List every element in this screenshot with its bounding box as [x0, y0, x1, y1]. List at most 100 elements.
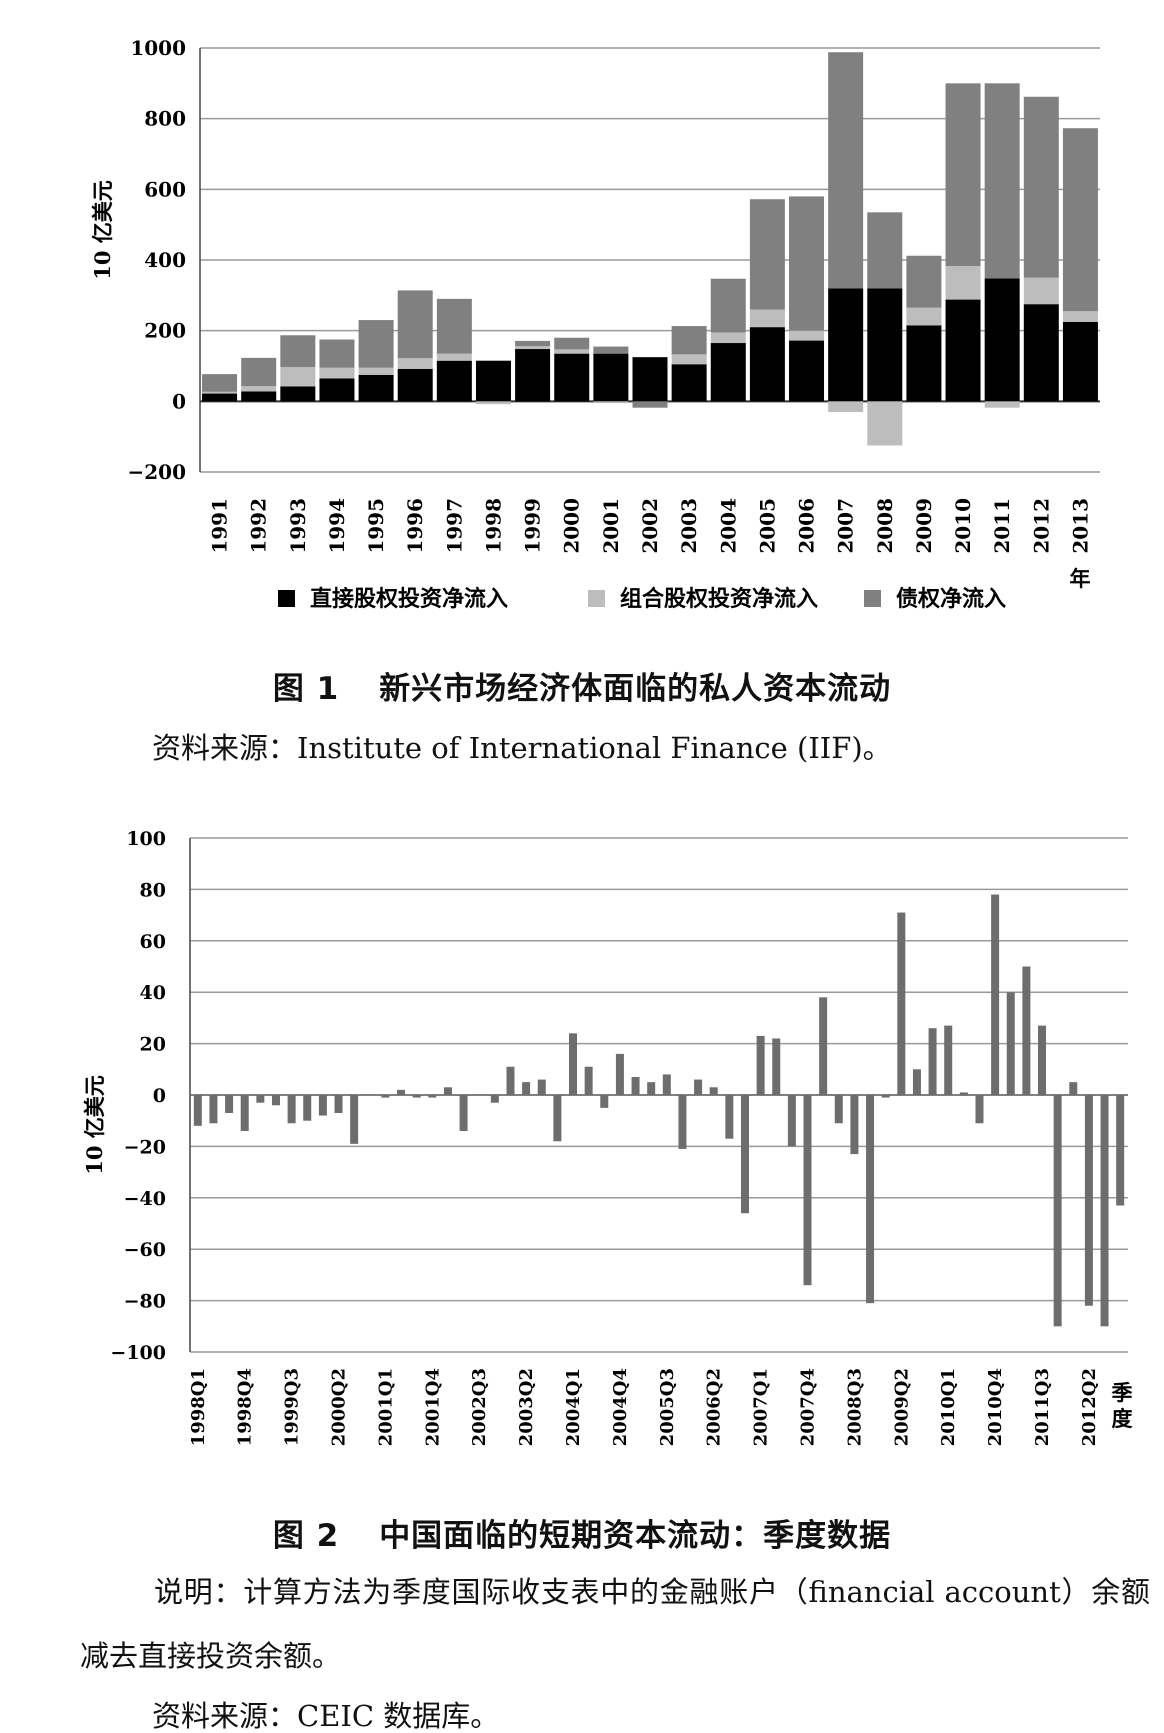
- bar-2012-series-1: [1023, 277, 1059, 305]
- x-tick-label: 2011: [990, 498, 1014, 554]
- y-tick-label: 800: [144, 107, 186, 131]
- bar-2008Q4: [866, 1095, 875, 1304]
- bar-2001-series-0: [593, 353, 629, 402]
- bar-1998-series-1: [475, 401, 511, 405]
- bar-1998Q3: [225, 1095, 234, 1113]
- bar-2012Q1: [1069, 1082, 1078, 1095]
- x-tick-label: 1991: [208, 498, 232, 554]
- bar-2004Q4: [615, 1053, 624, 1095]
- bar-2012-series-2: [1023, 96, 1059, 278]
- bar-1993-series-0: [280, 386, 316, 402]
- bar-1991-series-1: [202, 391, 238, 394]
- bar-2006Q4: [740, 1095, 749, 1214]
- bar-2006Q3: [725, 1095, 734, 1139]
- bar-2012Q3: [1100, 1095, 1109, 1327]
- x-tick-label: 2001: [599, 498, 623, 554]
- x-tick-label: 1997: [442, 498, 466, 554]
- y-tick-label: −200: [127, 460, 186, 484]
- figure-1-caption: 图 1 新兴市场经济体面临的私人资本流动: [0, 663, 1164, 708]
- legend-swatch-2: [864, 590, 881, 607]
- bar-2002Q2: [459, 1095, 468, 1131]
- y-tick-label: −60: [124, 1239, 166, 1261]
- y-tick-label: 100: [126, 828, 166, 850]
- bar-2010Q2: [959, 1092, 968, 1095]
- bar-1997-series-0: [436, 360, 472, 402]
- x-tick-label: 2007Q1: [751, 1368, 772, 1446]
- bar-1995-series-1: [358, 367, 394, 375]
- x-tick-label: 2002: [638, 498, 662, 554]
- bar-2005Q2: [647, 1082, 656, 1095]
- figure-2-source: 资料来源：CEIC 数据库。: [152, 1699, 500, 1733]
- x-tick-label: 1999: [521, 498, 545, 554]
- bar-2007Q3: [787, 1095, 796, 1147]
- x-tick-label: 2004: [716, 498, 740, 554]
- y-tick-label: −40: [124, 1188, 166, 1210]
- bar-2003Q1: [506, 1066, 515, 1095]
- bar-2005Q4: [678, 1095, 687, 1149]
- figure-1-title: 新兴市场经济体面临的私人资本流动: [379, 671, 892, 707]
- figure-1-source: 资料来源：Institute of International Finance …: [152, 731, 892, 765]
- bar-2006Q2: [709, 1087, 718, 1095]
- bar-1996-series-1: [397, 358, 433, 369]
- bar-2010-series-0: [945, 299, 981, 402]
- bar-2008-series-0: [867, 288, 903, 402]
- legend-swatch-1: [588, 590, 605, 607]
- bar-1994-series-2: [319, 339, 355, 368]
- y-tick-label: −20: [124, 1136, 166, 1158]
- bar-1991-series-2: [202, 374, 238, 392]
- bar-2008Q2: [834, 1095, 843, 1124]
- figure-2-number: 图 2: [272, 1518, 340, 1554]
- bar-2012Q4: [1116, 1095, 1125, 1206]
- bar-2004Q2: [584, 1066, 593, 1095]
- x-tick-label: 1996: [403, 498, 427, 554]
- x-tick-label: 1993: [286, 498, 310, 554]
- x-tick-label: 2001Q1: [375, 1368, 396, 1446]
- y-tick-label: −80: [124, 1291, 166, 1313]
- bar-2010-series-1: [945, 266, 981, 300]
- bar-2003-series-1: [671, 354, 707, 365]
- x-tick-label: 2010Q4: [985, 1368, 1006, 1446]
- bar-2002Q1: [443, 1087, 452, 1095]
- bar-2000Q1: [318, 1095, 327, 1116]
- bar-2009-series-2: [906, 255, 942, 308]
- bar-2013-series-2: [1062, 128, 1098, 312]
- y-tick-label: 0: [172, 389, 186, 413]
- chart-china-short-term-capital-flows: −100 −80 −60 −40 −20 0 20 40 60 80 100 1998Q1 1998Q4…: [82, 828, 1133, 1446]
- y-tick-label: 400: [144, 248, 186, 272]
- x-tick-label: 2012: [1029, 498, 1053, 554]
- x-tick-label: 2004Q4: [610, 1368, 631, 1446]
- bar-2004-series-0: [710, 343, 746, 402]
- bar-2006-series-1: [789, 330, 825, 341]
- x-tick-label: 2006: [795, 498, 819, 554]
- bar-1994-series-1: [319, 367, 355, 379]
- bar-1998Q4: [240, 1095, 249, 1131]
- bar-2000Q3: [350, 1095, 359, 1144]
- bar-2009Q2: [897, 912, 906, 1095]
- bar-2001Q4: [428, 1095, 437, 1098]
- bar-2003-series-2: [671, 326, 707, 355]
- bar-1998Q2: [209, 1095, 218, 1124]
- bar-2009-series-0: [906, 325, 942, 402]
- bar-2013-series-1: [1062, 311, 1098, 322]
- y-tick-label: 20: [140, 1034, 166, 1056]
- bar-2001Q3: [412, 1095, 421, 1098]
- bar-2007-series-1: [828, 401, 864, 412]
- x-tick-label: 2008: [873, 498, 897, 554]
- x-tick-label: 1998Q4: [235, 1368, 256, 1446]
- x-tick-label: 2004Q1: [563, 1368, 584, 1446]
- x-tick-label: 2005: [755, 498, 779, 554]
- bar-2000Q2: [334, 1095, 343, 1113]
- x-tick-label: 1998: [481, 498, 505, 554]
- bar-2012-series-0: [1023, 304, 1059, 402]
- y-tick-label: −100: [110, 1342, 166, 1364]
- bar-1998-series-0: [475, 360, 511, 402]
- bar-2009Q3: [912, 1069, 921, 1095]
- bar-2004Q3: [600, 1095, 609, 1108]
- bar-2002-series-0: [632, 357, 668, 402]
- bar-2011Q2: [1022, 966, 1031, 1095]
- x-tick-label: 1999Q3: [282, 1368, 303, 1446]
- figure-2-note: 说明：计算方法为季度国际收支表中的金融账户（financial account）…: [80, 1575, 1150, 1673]
- bar-2000-series-0: [554, 353, 590, 402]
- y-tick-label: 1000: [130, 36, 186, 60]
- bar-1996-series-0: [397, 368, 433, 402]
